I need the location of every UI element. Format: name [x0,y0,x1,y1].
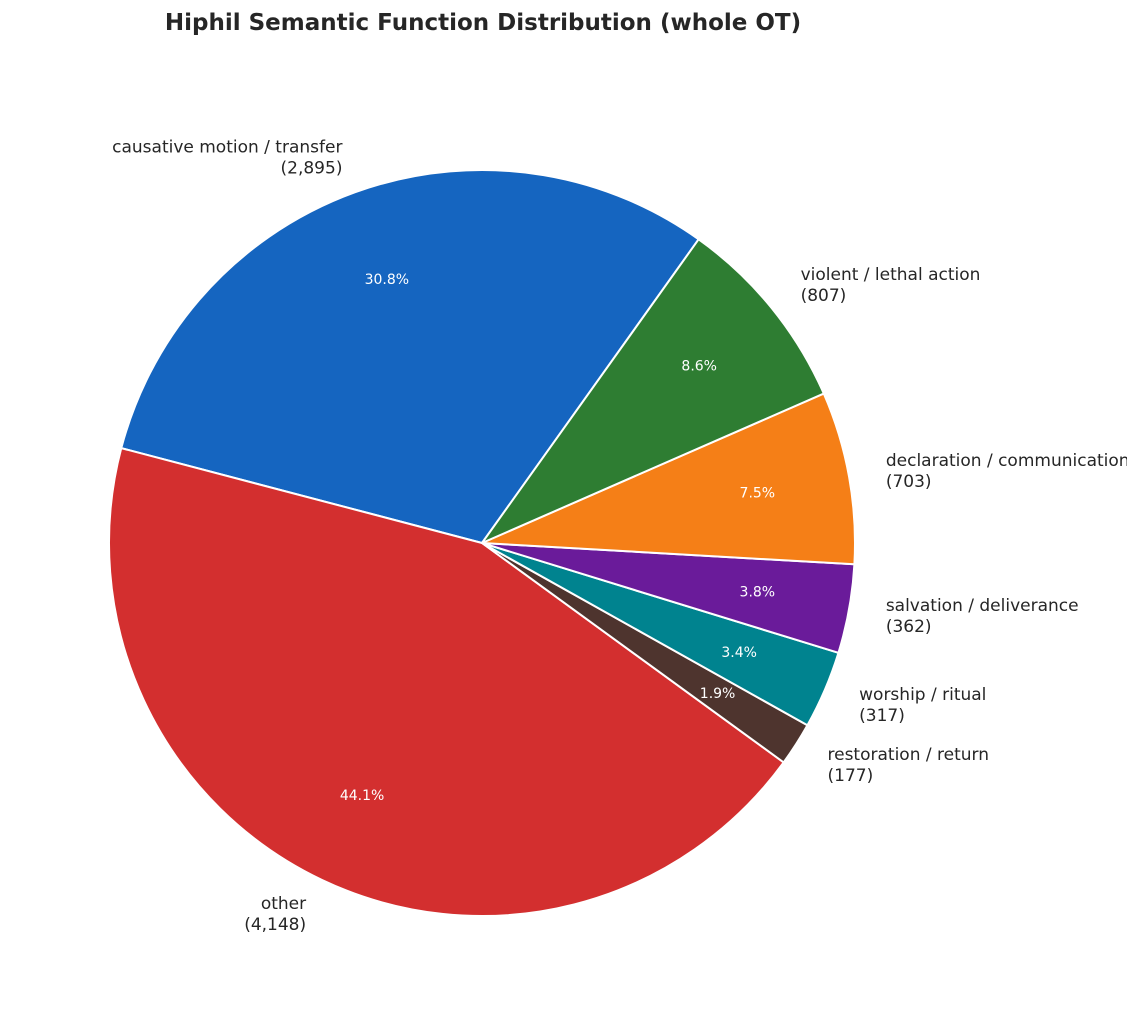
slice-percent-label: 44.1% [340,788,384,804]
slice-name: violent / lethal action [801,265,981,285]
slice-name: worship / ritual [859,685,986,705]
slice-percent-label: 3.4% [721,645,757,661]
pie-slice [108,447,785,917]
chart-title: Hiphil Semantic Function Distribution (w… [164,10,802,36]
slice-percent-label: 7.5% [740,486,776,502]
slice-category-label: restoration / return (177) [828,745,989,786]
pie-slice [481,392,856,566]
pie-slice [481,238,825,544]
slice-count: (4,148) [244,915,306,935]
slice-count: (362) [886,617,932,637]
slice-name: salvation / deliverance [886,596,1079,616]
slice-name: causative motion / transfer [112,138,342,158]
slice-percent-label: 8.6% [681,359,717,375]
slice-count: (703) [886,472,932,492]
slice-name: other [261,894,306,914]
slice-name: declaration / communication [886,451,1127,471]
pie-slice [120,169,700,544]
slice-name: restoration / return [828,745,989,765]
slice-count: (317) [859,706,905,726]
slice-category-label: causative motion / transfer (2,895) [112,138,342,179]
slice-percent-label: 30.8% [365,272,409,288]
slice-count: (2,895) [281,159,343,179]
slice-category-label: salvation / deliverance (362) [886,596,1079,637]
slice-percent-label: 3.8% [740,585,776,601]
slice-count: (807) [801,286,847,306]
slice-category-label: violent / lethal action (807) [801,265,981,306]
slice-percent-label: 1.9% [700,686,736,702]
slice-category-label: worship / ritual (317) [859,685,986,726]
slice-category-label: declaration / communication (703) [886,451,1127,492]
slice-category-label: other (4,148) [244,894,306,935]
slice-count: (177) [828,766,874,786]
